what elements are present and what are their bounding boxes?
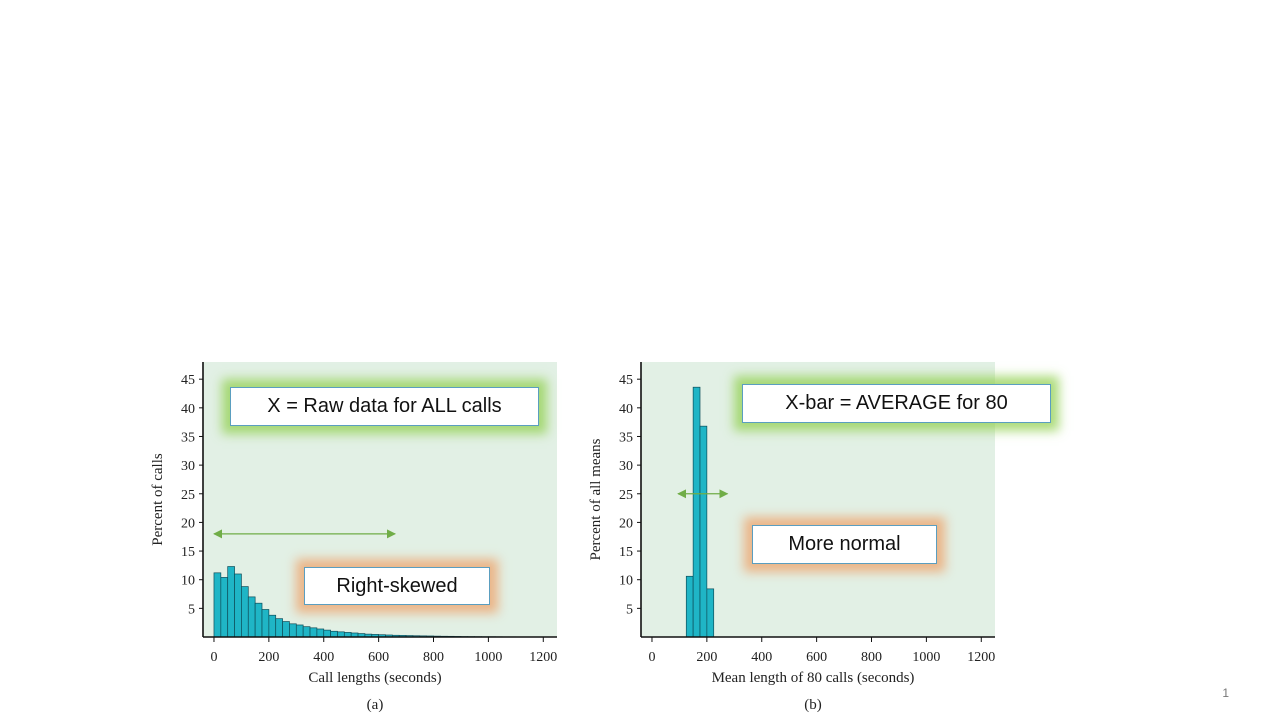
x-axis-label: Call lengths (seconds) [308,670,441,686]
y-tick-label: 40 [619,402,633,417]
x-tick-label: 600 [806,650,827,665]
average-callout: X-bar = AVERAGE for 80 [742,384,1051,423]
histogram-bar [247,596,256,638]
y-tick-label: 45 [619,373,633,388]
x-tick-label: 1200 [529,650,557,665]
x-tick-label: 1000 [912,650,940,665]
y-tick-label: 30 [619,459,633,474]
histogram-bar [692,386,701,638]
x-tick-label: 1000 [474,650,502,665]
raw-data-callout: X = Raw data for ALL calls [230,387,539,426]
x-tick-label: 1200 [967,650,995,665]
y-tick-label: 40 [181,402,195,417]
x-tick-label: 200 [258,650,279,665]
histogram-bar [261,609,270,638]
histogram-bar [213,572,222,638]
histogram-bar [254,602,263,638]
y-tick-label: 35 [181,430,195,445]
histogram-bar [220,577,229,638]
y-tick-label: 10 [181,574,195,589]
histogram-bar [316,628,325,638]
histogram-bar [275,618,283,638]
y-axis-label: Percent of all means [588,438,604,560]
x-tick-label: 600 [368,650,389,665]
x-axis-label: Mean length of 80 calls (seconds) [712,670,915,686]
y-tick-label: 35 [619,430,633,445]
y-tick-label: 20 [619,516,633,531]
histogram-bar [268,614,277,638]
x-tick-label: 200 [696,650,717,665]
y-axis-label: Percent of calls [150,453,166,546]
histogram-bar [685,575,694,638]
y-tick-label: 10 [619,574,633,589]
y-tick-label: 5 [188,602,195,617]
panel-label: (a) [367,697,384,713]
x-tick-label: 800 [861,650,882,665]
more-normal-callout: More normal [752,525,937,564]
histogram-bar [330,630,338,638]
histogram-bar [234,573,242,638]
y-tick-label: 45 [181,373,195,388]
histogram-bar [699,425,708,638]
histogram-bar [302,626,311,638]
histogram-bar [241,586,249,638]
histogram-bar [295,624,304,638]
x-tick-label: 400 [313,650,334,665]
panel-label: (b) [804,697,822,713]
y-tick-label: 15 [181,545,195,560]
y-tick-label: 5 [626,602,633,617]
x-tick-label: 0 [210,650,217,665]
histogram-bar [282,621,290,638]
x-tick-label: 0 [648,650,655,665]
right-skewed-callout: Right-skewed [304,567,490,605]
y-tick-label: 30 [181,459,195,474]
histogram-bar [227,566,235,638]
x-tick-label: 800 [423,650,444,665]
y-tick-label: 25 [181,488,195,503]
y-tick-label: 15 [619,545,633,560]
y-tick-label: 20 [181,516,195,531]
histogram-bar [309,627,318,638]
histogram-bar [289,623,297,638]
y-tick-label: 25 [619,488,633,503]
histogram-bar [323,629,331,638]
histogram-bar [706,588,715,638]
slide-number: 1 [1222,686,1229,700]
x-tick-label: 400 [751,650,772,665]
